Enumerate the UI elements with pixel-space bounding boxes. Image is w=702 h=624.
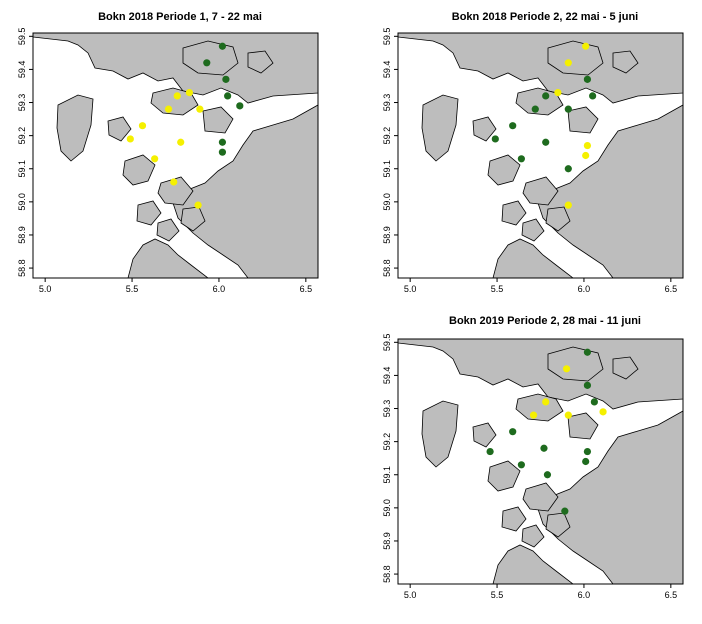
station-point-yellow: [582, 42, 590, 50]
station-point-green: [222, 75, 230, 83]
station-point-yellow: [126, 135, 134, 143]
y-tick-label: 59.0: [382, 193, 392, 211]
station-point-green: [531, 105, 539, 113]
station-point-green: [540, 444, 548, 452]
station-point-yellow: [151, 155, 159, 163]
x-tick-label: 5.5: [126, 284, 139, 294]
y-tick-label: 59.2: [382, 433, 392, 451]
x-tick-label: 6.0: [578, 284, 591, 294]
station-point-green: [590, 398, 598, 406]
y-tick-label: 59.0: [17, 193, 27, 211]
station-point-yellow: [194, 201, 202, 209]
station-point-yellow: [173, 92, 181, 100]
station-point-green: [203, 59, 211, 67]
panel-title: Bokn 2018 Periode 1, 7 - 22 mai: [98, 11, 262, 23]
station-point-yellow: [542, 398, 550, 406]
station-point-green: [509, 428, 517, 436]
station-point-yellow: [564, 59, 572, 67]
station-point-green: [564, 105, 572, 113]
y-tick-label: 59.5: [382, 334, 392, 352]
y-tick-label: 58.9: [17, 226, 27, 244]
y-tick-label: 59.3: [382, 94, 392, 112]
station-point-green: [542, 138, 550, 146]
y-tick-label: 58.8: [382, 259, 392, 277]
station-point-green: [583, 348, 592, 356]
y-tick-label: 59.4: [382, 61, 392, 79]
station-point-yellow: [562, 365, 571, 373]
x-tick-label: 5.5: [491, 284, 504, 294]
y-tick-label: 59.3: [382, 400, 392, 418]
plot-area: 5.0 5.5 6.0 6.5 59.5 59.4 59.3 59.2 59.1 59.0 58.9…: [17, 28, 319, 294]
station-point-green: [543, 471, 552, 479]
station-point-green: [589, 92, 597, 100]
x-tick-label: 6.0: [578, 590, 591, 600]
x-tick-label: 5.0: [404, 284, 417, 294]
station-point-yellow: [529, 411, 538, 419]
y-tick-label: 59.5: [17, 28, 27, 46]
station-point-yellow: [138, 122, 147, 130]
station-point-yellow: [564, 201, 572, 209]
station-point-green: [564, 165, 572, 173]
panel-title: Bokn 2018 Periode 2, 22 mai - 5 juni: [452, 11, 638, 23]
y-tick-label: 58.9: [382, 532, 392, 550]
y-tick-label: 58.8: [382, 565, 392, 583]
station-point-green: [517, 155, 525, 163]
panels-root: Bokn 2018 Periode 1, 7 - 22 mai 5.0 5.5 6.0…: [17, 11, 684, 600]
station-point-yellow: [185, 88, 194, 97]
station-point-green: [561, 507, 569, 515]
plot-area: 5.0 5.5 6.0 6.5 59.5 59.4 59.3 59.2 59.1 59.0 58.9…: [382, 28, 684, 294]
x-tick-label: 5.0: [404, 590, 417, 600]
plot-area: 5.0 5.5 6.0 6.5 59.5 59.4 59.3 59.2 59.1 59.0 58.9…: [382, 334, 684, 600]
station-point-green: [509, 122, 517, 130]
x-tick-label: 6.5: [300, 284, 313, 294]
y-tick-label: 59.2: [382, 127, 392, 145]
station-point-yellow: [583, 141, 592, 150]
station-point-yellow: [554, 88, 562, 97]
map-panel: Bokn 2019 Periode 2, 28 mai - 11 juni 5.0…: [382, 315, 684, 600]
panel-title: Bokn 2019 Periode 2, 28 mai - 11 juni: [449, 315, 641, 327]
station-point-green: [583, 381, 592, 389]
map-panel: Bokn 2018 Periode 1, 7 - 22 mai 5.0 5.5 6.0…: [17, 11, 319, 294]
station-point-yellow: [164, 105, 173, 113]
y-tick-label: 59.1: [382, 160, 392, 178]
station-point-yellow: [599, 408, 607, 416]
x-tick-label: 5.5: [491, 590, 504, 600]
station-point-yellow: [196, 105, 204, 113]
x-tick-label: 6.5: [665, 284, 678, 294]
y-tick-label: 59.4: [382, 367, 392, 385]
station-point-yellow: [177, 138, 185, 146]
station-point-green: [583, 75, 592, 83]
station-point-green: [218, 42, 227, 50]
station-point-green: [582, 457, 590, 466]
x-tick-label: 6.0: [213, 284, 226, 294]
y-tick-label: 59.3: [17, 94, 27, 112]
station-point-green: [236, 102, 244, 110]
y-tick-label: 59.4: [17, 61, 27, 79]
plot-frame: [32, 32, 319, 279]
station-point-green: [517, 461, 525, 469]
station-point-yellow: [564, 411, 572, 419]
y-tick-label: 59.1: [17, 160, 27, 178]
plot-frame: [397, 338, 684, 585]
station-point-green: [218, 138, 227, 146]
station-point-green: [491, 135, 499, 143]
y-tick-label: 58.8: [17, 259, 27, 277]
station-point-green: [224, 92, 232, 100]
y-tick-label: 59.0: [382, 499, 392, 517]
y-tick-label: 59.1: [382, 466, 392, 484]
station-point-green: [218, 148, 227, 156]
y-tick-label: 59.5: [382, 28, 392, 46]
station-point-green: [583, 447, 592, 456]
x-tick-label: 5.0: [39, 284, 52, 294]
y-tick-label: 58.9: [382, 226, 392, 244]
x-tick-label: 6.5: [665, 590, 678, 600]
station-point-yellow: [170, 178, 178, 186]
plot-frame: [397, 32, 684, 279]
station-point-yellow: [582, 151, 590, 160]
station-point-green: [486, 447, 494, 456]
station-point-green: [542, 92, 550, 100]
y-tick-label: 59.2: [17, 127, 27, 145]
